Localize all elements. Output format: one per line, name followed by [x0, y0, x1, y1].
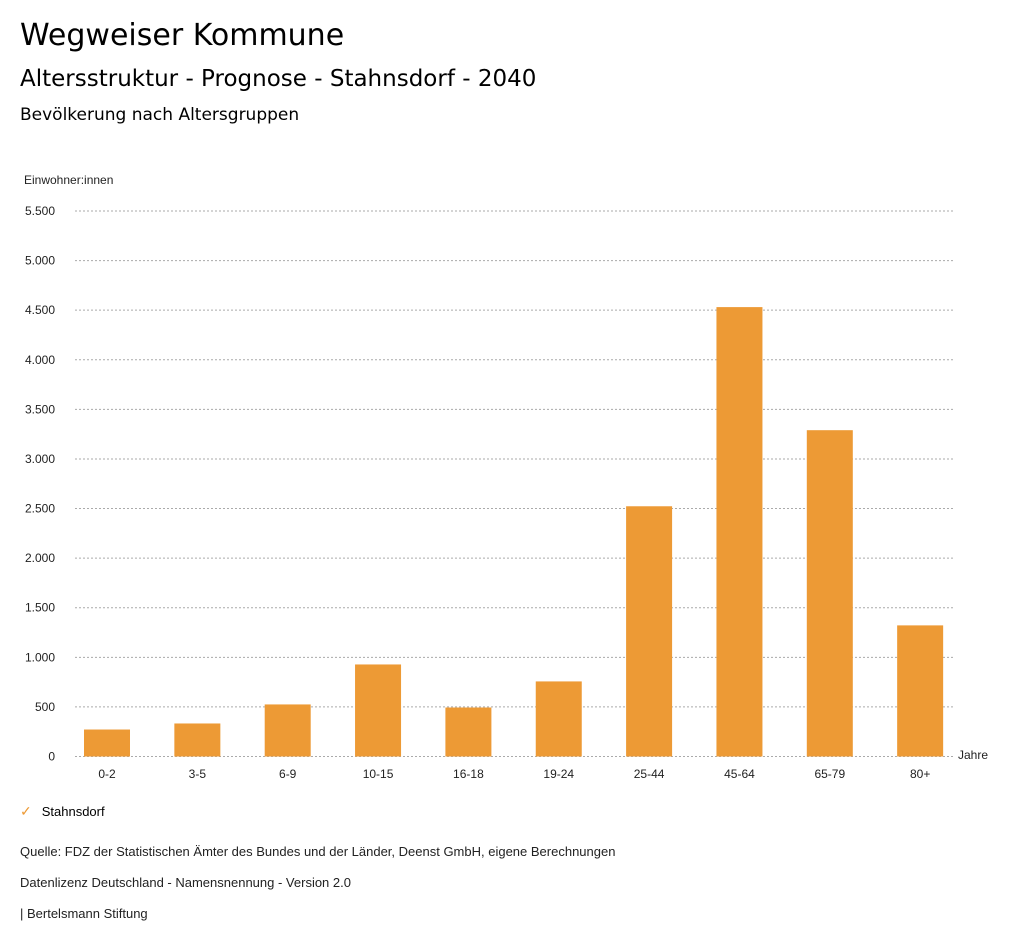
- bar-19-24[interactable]: [535, 681, 582, 757]
- y-tick-label: 4.000: [25, 353, 55, 367]
- bar-25-44[interactable]: [626, 506, 673, 757]
- bar-3-5[interactable]: [174, 723, 221, 757]
- bar-chart: Einwohner:innen Jahre 0 500 1.000 1.500 2.00…: [24, 173, 988, 781]
- brand-note: | Bertelsmann Stiftung: [20, 906, 148, 921]
- y-tick-label: 1.500: [25, 601, 55, 615]
- y-tick-label: 3.000: [25, 452, 55, 466]
- y-tick-label: 2.000: [25, 551, 55, 565]
- x-tick-label: 65-79: [814, 767, 845, 781]
- page-subtitle: Altersstruktur - Prognose - Stahnsdorf -…: [20, 66, 537, 92]
- y-axis-label: Einwohner:innen: [24, 173, 113, 187]
- y-tick-label: 5.000: [25, 254, 55, 268]
- y-tick-label: 4.500: [25, 303, 55, 317]
- chart-title: Bevölkerung nach Altersgruppen: [20, 105, 300, 125]
- bar-0-2[interactable]: [84, 729, 130, 757]
- x-tick-label: 45-64: [724, 767, 755, 781]
- bar-10-15[interactable]: [355, 664, 402, 757]
- x-tick-label: 10-15: [363, 767, 394, 781]
- bar-45-64[interactable]: [716, 307, 763, 757]
- check-icon: ✓: [20, 803, 32, 819]
- y-tick-label: 0: [48, 750, 55, 764]
- bar-6-9[interactable]: [264, 704, 311, 757]
- y-tick-label: 3.500: [25, 402, 55, 416]
- app-title: Wegweiser Kommune: [20, 18, 345, 53]
- x-tick-label: 3-5: [189, 767, 207, 781]
- x-tick-label: 25-44: [634, 767, 665, 781]
- legend-item-stahnsdorf[interactable]: ✓ Stahnsdorf: [20, 803, 105, 820]
- source-note: Quelle: FDZ der Statistischen Ämter des …: [20, 844, 616, 859]
- bar-16-18[interactable]: [445, 707, 492, 757]
- x-tick-label: 6-9: [279, 767, 297, 781]
- x-tick-label: 19-24: [543, 767, 574, 781]
- y-tick-label: 500: [35, 700, 55, 714]
- y-tick-label: 1.000: [25, 650, 55, 664]
- y-tick-label: 2.500: [25, 502, 55, 516]
- x-tick-label: 0-2: [98, 767, 116, 781]
- license-note: Datenlizenz Deutschland - Namensnennung …: [20, 875, 351, 890]
- x-axis-label: Jahre: [958, 748, 988, 762]
- y-tick-label: 5.500: [25, 204, 55, 218]
- x-tick-label: 16-18: [453, 767, 484, 781]
- bar-80+[interactable]: [897, 625, 944, 757]
- legend-label: Stahnsdorf: [41, 804, 105, 819]
- x-tick-label: 80+: [910, 767, 930, 781]
- bar-65-79[interactable]: [806, 430, 853, 757]
